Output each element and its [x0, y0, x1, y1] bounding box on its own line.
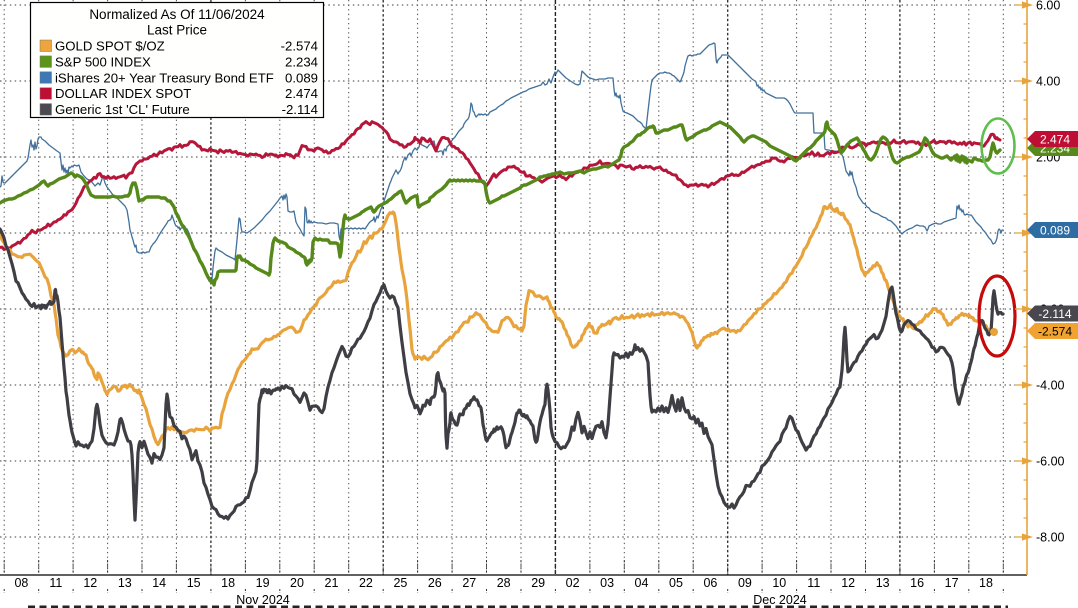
svg-text:21: 21	[325, 576, 339, 590]
svg-text:18: 18	[979, 576, 993, 590]
svg-text:Last Price: Last Price	[147, 23, 207, 38]
svg-text:25: 25	[393, 576, 407, 590]
svg-text:iShares 20+ Year Treasury Bond: iShares 20+ Year Treasury Bond ETF	[55, 70, 274, 85]
svg-text:6.00: 6.00	[1036, 0, 1060, 13]
svg-text:27: 27	[462, 576, 476, 590]
svg-text:28: 28	[497, 576, 511, 590]
svg-text:19: 19	[256, 576, 270, 590]
svg-text:11: 11	[807, 576, 820, 590]
svg-text:2.234: 2.234	[285, 54, 318, 69]
svg-text:Normalized As Of 11/06/2024: Normalized As Of 11/06/2024	[89, 7, 265, 22]
svg-text:Dec 2024: Dec 2024	[753, 593, 807, 607]
svg-text:GOLD SPOT $/OZ: GOLD SPOT $/OZ	[55, 39, 165, 54]
svg-text:13: 13	[876, 576, 890, 590]
svg-text:4.00: 4.00	[1036, 75, 1060, 89]
svg-text:0.089: 0.089	[1040, 223, 1070, 237]
svg-text:S&P 500 INDEX: S&P 500 INDEX	[55, 54, 151, 69]
svg-text:22: 22	[359, 576, 373, 590]
svg-text:18: 18	[221, 576, 235, 590]
svg-text:04: 04	[635, 576, 649, 590]
svg-text:26: 26	[428, 576, 442, 590]
svg-text:13: 13	[118, 576, 132, 590]
svg-text:29: 29	[531, 576, 545, 590]
svg-text:-2.574: -2.574	[1038, 324, 1072, 338]
svg-text:2.474: 2.474	[285, 86, 318, 101]
svg-text:16: 16	[910, 576, 924, 590]
svg-text:-4.00: -4.00	[1036, 379, 1065, 393]
svg-text:Generic 1st 'CL' Future: Generic 1st 'CL' Future	[55, 102, 190, 117]
svg-text:06: 06	[703, 576, 717, 590]
svg-text:0.089: 0.089	[285, 70, 318, 85]
svg-text:DOLLAR INDEX SPOT: DOLLAR INDEX SPOT	[55, 86, 191, 101]
svg-text:20: 20	[290, 576, 304, 590]
svg-text:17: 17	[945, 576, 959, 590]
svg-text:Nov 2024: Nov 2024	[236, 593, 290, 607]
svg-text:14: 14	[152, 576, 166, 590]
svg-text:12: 12	[83, 576, 97, 590]
svg-text:-6.00: -6.00	[1036, 455, 1065, 469]
svg-text:10: 10	[772, 576, 786, 590]
svg-text:-2.114: -2.114	[1038, 307, 1071, 321]
svg-text:-2.114: -2.114	[282, 102, 318, 117]
svg-text:2.474: 2.474	[1040, 132, 1070, 146]
svg-text:-2.574: -2.574	[281, 39, 318, 54]
svg-text:-8.00: -8.00	[1036, 531, 1065, 545]
svg-text:05: 05	[669, 576, 683, 590]
svg-text:02: 02	[566, 576, 580, 590]
svg-text:08: 08	[14, 576, 28, 590]
svg-text:11: 11	[49, 576, 62, 590]
svg-text:03: 03	[600, 576, 614, 590]
svg-text:15: 15	[187, 576, 201, 590]
svg-text:09: 09	[738, 576, 752, 590]
svg-text:12: 12	[841, 576, 855, 590]
